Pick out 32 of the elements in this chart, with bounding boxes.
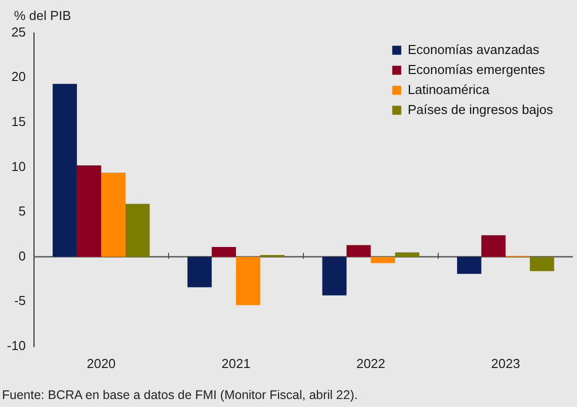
bar bbox=[101, 172, 126, 257]
y-tick-label: 15 bbox=[11, 114, 26, 129]
y-tick-label: 25 bbox=[11, 24, 26, 40]
bar bbox=[212, 246, 236, 257]
x-tick-label: 2023 bbox=[491, 356, 520, 371]
y-tick-label: 0 bbox=[18, 248, 26, 264]
x-tick-label: 2020 bbox=[86, 356, 116, 371]
y-tick-label: -5 bbox=[14, 293, 26, 308]
y-tick-label: 20 bbox=[11, 69, 26, 84]
y-tick-label: 10 bbox=[11, 158, 26, 174]
bar bbox=[76, 165, 102, 257]
x-tick-label: 2022 bbox=[356, 356, 386, 371]
y-tick-label: -10 bbox=[6, 338, 26, 353]
bar bbox=[457, 256, 482, 274]
source-note: Fuente: BCRA en base a datos de FMI (Monitor Fiscal, abril 22). bbox=[2, 388, 358, 402]
legend-label: Latinoamérica bbox=[408, 82, 490, 97]
bar bbox=[125, 204, 150, 257]
bar bbox=[236, 256, 260, 306]
y-tick-label: 5 bbox=[18, 204, 26, 219]
legend-label: Países de ingresos bajos bbox=[408, 102, 554, 117]
bar bbox=[346, 245, 371, 257]
bar bbox=[481, 235, 506, 257]
bar bbox=[187, 256, 212, 288]
bar bbox=[322, 256, 347, 296]
legend-label: Economías emergentes bbox=[408, 62, 546, 77]
bar bbox=[530, 256, 554, 272]
bar bbox=[52, 84, 77, 257]
bar bbox=[370, 256, 396, 264]
y-axis-title: % del PIB bbox=[14, 8, 72, 23]
legend-label: Economías avanzadas bbox=[408, 42, 540, 57]
bar bbox=[395, 252, 420, 257]
x-tick-label: 2021 bbox=[222, 356, 250, 371]
